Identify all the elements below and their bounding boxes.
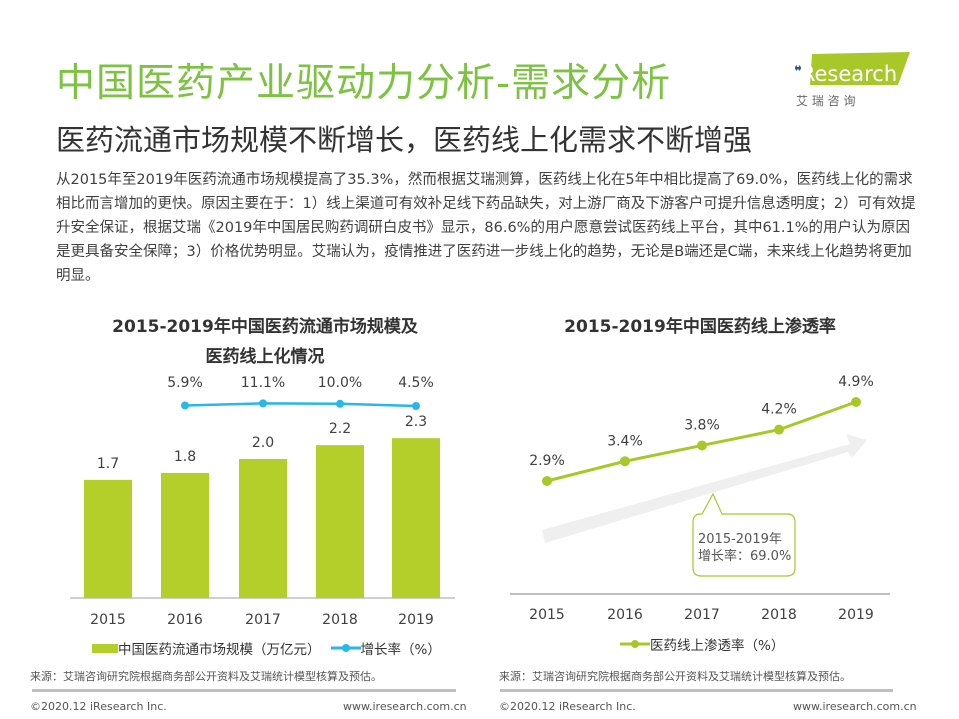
svg-text:iResearch: iResearch bbox=[795, 62, 897, 86]
x-tick-label: 2015 bbox=[529, 607, 565, 623]
penetration-label: 3.8% bbox=[684, 417, 720, 433]
website: www.iresearch.com.cn bbox=[793, 700, 917, 713]
bar bbox=[84, 479, 132, 598]
x-tick-label: 2019 bbox=[398, 612, 434, 628]
svg-text:艾 瑞 咨 询: 艾 瑞 咨 询 bbox=[796, 93, 855, 108]
left-chart-title-line: 2015-2019年中国医药流通市场规模及 bbox=[112, 317, 418, 337]
x-tick-label: 2016 bbox=[167, 612, 203, 628]
growth-label: 11.1% bbox=[241, 375, 285, 391]
bar-label: 2.2 bbox=[329, 421, 351, 437]
bar bbox=[239, 459, 287, 598]
annotation-callout bbox=[692, 492, 796, 577]
iresearch-logo: iResearch 艾 瑞 咨 询 bbox=[790, 50, 915, 110]
source-note: 来源：艾瑞咨询研究院根据商务部公开资料及艾瑞统计模型核算及预估。 bbox=[30, 670, 382, 683]
bar bbox=[161, 472, 209, 598]
growth-label: 4.5% bbox=[398, 375, 434, 391]
legend-label: 中国医药流通市场规模（万亿元） bbox=[118, 642, 321, 658]
growth-point bbox=[181, 401, 189, 410]
penetration-label: 2.9% bbox=[529, 453, 565, 469]
growth-line bbox=[184, 402, 417, 408]
penetration-point bbox=[774, 424, 784, 435]
penetration-chart: 2.9% 2015 3.4% 2016 3.8% 2017 4.2% 2018 4.9% 2019… bbox=[510, 374, 890, 623]
bar bbox=[316, 445, 364, 598]
annotation-line: 2015-2019年 bbox=[698, 532, 782, 547]
growth-point bbox=[336, 399, 344, 408]
left-chart-title: 2015-2019年中国医药流通市场规模及 医药线上化情况 bbox=[70, 312, 460, 372]
penetration-point bbox=[851, 397, 861, 407]
bar-legend-swatch bbox=[92, 643, 118, 653]
right-legend: 医药线上渗透率（%） bbox=[620, 634, 784, 654]
website: www.iresearch.com.cn bbox=[343, 700, 467, 713]
divider bbox=[32, 689, 456, 692]
x-tick-label: 2019 bbox=[838, 607, 874, 623]
bar-label: 2.0 bbox=[252, 435, 274, 451]
penetration-point bbox=[697, 440, 707, 451]
copyright: ©2020.12 iResearch Inc. bbox=[30, 700, 167, 713]
penetration-label: 3.4% bbox=[607, 433, 643, 449]
market-size-chart: 1.7 2015 1.8 2016 2.0 2017 2.2 2018 2.3 2019 5.9% 1… bbox=[70, 375, 455, 628]
bar bbox=[392, 438, 440, 598]
page-title: 中国医药产业驱动力分析-需求分析 bbox=[56, 61, 672, 106]
left-legend: 中国医药流通市场规模（万亿元） 增长率（%） bbox=[92, 638, 441, 658]
x-tick-label: 2015 bbox=[90, 612, 126, 628]
growth-point bbox=[412, 402, 420, 410]
x-tick-label: 2017 bbox=[245, 612, 281, 628]
legend-label: 医药线上渗透率（%） bbox=[650, 638, 785, 654]
page-subtitle: 医药流通市场规模不断增长，医药线上化需求不断增强 bbox=[56, 123, 753, 157]
penetration-point bbox=[542, 476, 552, 486]
x-tick-label: 2018 bbox=[322, 612, 358, 628]
line-legend-swatch bbox=[330, 644, 361, 652]
x-tick-label: 2018 bbox=[761, 607, 797, 623]
bar-label: 1.7 bbox=[97, 456, 119, 472]
growth-label: 10.0% bbox=[318, 375, 362, 391]
body-paragraph: 从2015年至2019年医药流通市场规模提高了35.3%，然而根据艾瑞测算，医药… bbox=[56, 172, 916, 284]
penetration-point bbox=[620, 456, 630, 467]
source-note: 来源：艾瑞咨询研究院根据商务部公开资料及艾瑞统计模型核算及预估。 bbox=[499, 670, 851, 683]
penetration-label: 4.2% bbox=[761, 402, 797, 418]
copyright: ©2020.12 iResearch Inc. bbox=[499, 700, 636, 713]
bar-label: 2.3 bbox=[405, 414, 427, 430]
left-chart-title-line: 医药线上化情况 bbox=[205, 347, 325, 367]
legend-label: 增长率（%） bbox=[360, 642, 441, 658]
growth-label: 5.9% bbox=[167, 375, 203, 391]
x-tick-label: 2017 bbox=[684, 607, 720, 623]
annotation-line: 增长率：69.0% bbox=[698, 548, 791, 564]
growth-point bbox=[259, 399, 267, 408]
trend-arrow bbox=[542, 434, 867, 543]
line-legend-swatch bbox=[620, 640, 650, 648]
bar-label: 1.8 bbox=[174, 449, 196, 465]
right-chart-title: 2015-2019年中国医药线上渗透率 bbox=[564, 317, 836, 337]
divider bbox=[500, 689, 893, 692]
penetration-label: 4.9% bbox=[838, 374, 874, 390]
x-tick-label: 2016 bbox=[607, 607, 643, 623]
